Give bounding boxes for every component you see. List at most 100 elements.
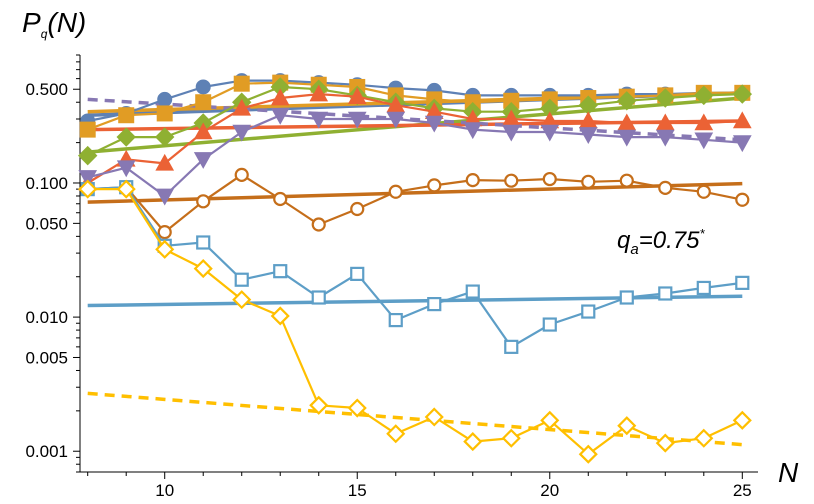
data-point <box>196 194 211 209</box>
data-point <box>195 94 212 111</box>
data-point <box>386 424 406 444</box>
fit-line-lightblue-open-squares <box>87 294 743 308</box>
data-point <box>658 286 673 301</box>
series-red-filled-triangles <box>78 84 752 191</box>
data-point <box>309 84 329 102</box>
data-point <box>732 84 753 104</box>
data-point <box>617 129 637 147</box>
data-series <box>77 73 753 464</box>
y-axis-label-sub: q <box>41 27 48 41</box>
axes: 10 15 20 25 0.001 0.005 0.010 0.050 0.100 0.500 <box>25 54 758 500</box>
y-tick-label: 0.100 <box>25 174 68 193</box>
y-axis-label-args: (N) <box>47 7 86 38</box>
annotation-sup: * <box>699 226 705 241</box>
data-point <box>463 432 483 452</box>
data-point <box>617 416 637 436</box>
data-point <box>694 132 714 150</box>
y-tick-label: 0.050 <box>25 214 68 233</box>
data-point <box>118 107 135 124</box>
data-point <box>655 129 675 147</box>
data-point <box>542 171 557 187</box>
data-point <box>658 180 673 195</box>
data-point <box>578 444 598 464</box>
data-point <box>386 111 406 129</box>
data-point <box>309 395 329 415</box>
data-point <box>232 98 252 116</box>
annotation-rest: =0.75 <box>639 227 700 254</box>
data-point <box>270 306 290 326</box>
data-point <box>273 264 288 279</box>
data-point <box>155 188 175 206</box>
annotation-qa: qa=0.75* <box>617 226 705 258</box>
data-point <box>347 87 367 104</box>
series-line-lightblue-open-squares <box>87 186 743 348</box>
data-point <box>735 275 750 290</box>
annotation-main: q <box>617 227 631 254</box>
data-point <box>501 428 521 448</box>
x-tick-label: 20 <box>540 481 559 500</box>
data-point <box>542 317 557 332</box>
data-point <box>694 85 714 106</box>
data-point <box>350 266 365 281</box>
data-point <box>463 122 483 140</box>
data-point <box>193 259 213 279</box>
data-point <box>234 167 249 182</box>
data-point <box>465 173 480 188</box>
x-tick-label: 15 <box>348 481 367 500</box>
data-point <box>732 410 752 430</box>
data-point <box>311 217 326 232</box>
data-point <box>78 170 98 187</box>
data-point <box>350 201 365 217</box>
series-line-purple-filled-inverted-triangles <box>87 114 743 198</box>
fit-line-brown-open-circles <box>87 181 743 204</box>
data-point <box>501 124 521 142</box>
data-point <box>694 113 714 131</box>
data-point <box>311 290 326 305</box>
y-tick-label: 0.010 <box>25 308 68 327</box>
data-point <box>79 121 96 138</box>
data-point <box>504 339 519 354</box>
data-point <box>77 145 98 166</box>
data-point <box>347 111 367 129</box>
series-lightblue-open-squares <box>80 180 750 354</box>
data-point <box>388 312 403 328</box>
x-tick-label: 10 <box>155 481 174 500</box>
x-axis-label: N <box>778 457 799 488</box>
data-point <box>694 428 714 448</box>
data-point <box>195 79 211 95</box>
annotation-sub: a <box>630 241 638 258</box>
data-point <box>233 75 250 92</box>
data-point <box>157 91 173 107</box>
data-point <box>116 127 136 147</box>
data-point <box>424 407 444 427</box>
data-point <box>116 160 136 178</box>
fit-line-yellow-open-diamonds <box>87 391 743 447</box>
data-point <box>581 174 596 189</box>
data-point <box>465 284 480 299</box>
data-point <box>427 178 442 193</box>
y-tick-label: 0.001 <box>25 442 68 461</box>
data-point <box>619 290 634 305</box>
x-tick-label: 25 <box>733 481 752 500</box>
data-point <box>232 290 252 310</box>
data-point <box>655 433 675 453</box>
y-axis-label-main: P <box>22 7 41 38</box>
data-point <box>617 91 637 111</box>
data-point <box>116 179 136 199</box>
y-tick-label: 0.500 <box>25 80 68 99</box>
data-point <box>78 179 98 199</box>
data-point <box>696 184 711 199</box>
data-point <box>193 152 213 169</box>
data-point <box>424 115 444 133</box>
series-yellow-open-diamonds <box>78 179 752 464</box>
data-point <box>732 135 752 153</box>
data-point <box>196 235 211 250</box>
data-point <box>273 191 288 207</box>
data-point <box>540 410 560 430</box>
data-point <box>270 88 290 106</box>
data-point <box>155 127 175 147</box>
data-point <box>157 225 172 240</box>
data-point <box>581 304 596 319</box>
data-point <box>155 153 175 171</box>
